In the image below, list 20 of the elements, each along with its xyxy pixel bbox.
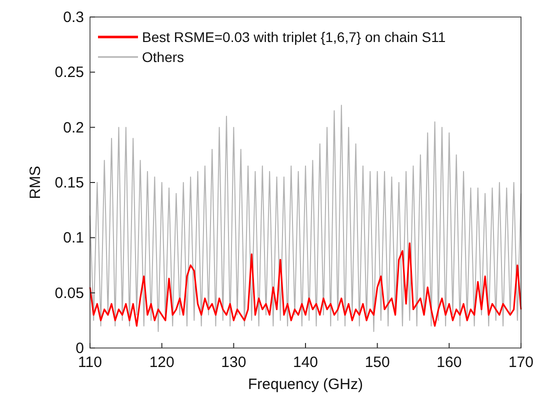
line-series xyxy=(90,104,522,332)
x-tick-label: 150 xyxy=(364,354,390,371)
legend-label: Best RSME=0.03 with triplet {1,6,7} on chain S11 xyxy=(142,29,446,45)
y-tick-label: 0.3 xyxy=(63,9,84,26)
y-tick-label: 0 xyxy=(76,340,84,357)
line-series xyxy=(89,242,522,327)
x-tick-label: 170 xyxy=(508,354,534,371)
y-tick-label: 0.05 xyxy=(54,284,84,302)
y-tick-label: 0.1 xyxy=(63,230,84,247)
y-tick-label: 0.15 xyxy=(54,174,84,192)
x-axis-title: Frequency (GHz) xyxy=(248,376,364,393)
x-tick-label: 130 xyxy=(221,354,246,371)
y-tick-label: 0.25 xyxy=(54,64,84,82)
x-tick-label: 120 xyxy=(149,354,174,371)
y-axis-title: RMS xyxy=(27,166,44,200)
x-tick-label: 140 xyxy=(292,354,318,371)
y-tick-label: 0.2 xyxy=(63,119,84,136)
legend-label: Others xyxy=(142,49,184,65)
x-tick-label: 160 xyxy=(436,354,462,371)
x-tick-label: 110 xyxy=(78,354,102,371)
